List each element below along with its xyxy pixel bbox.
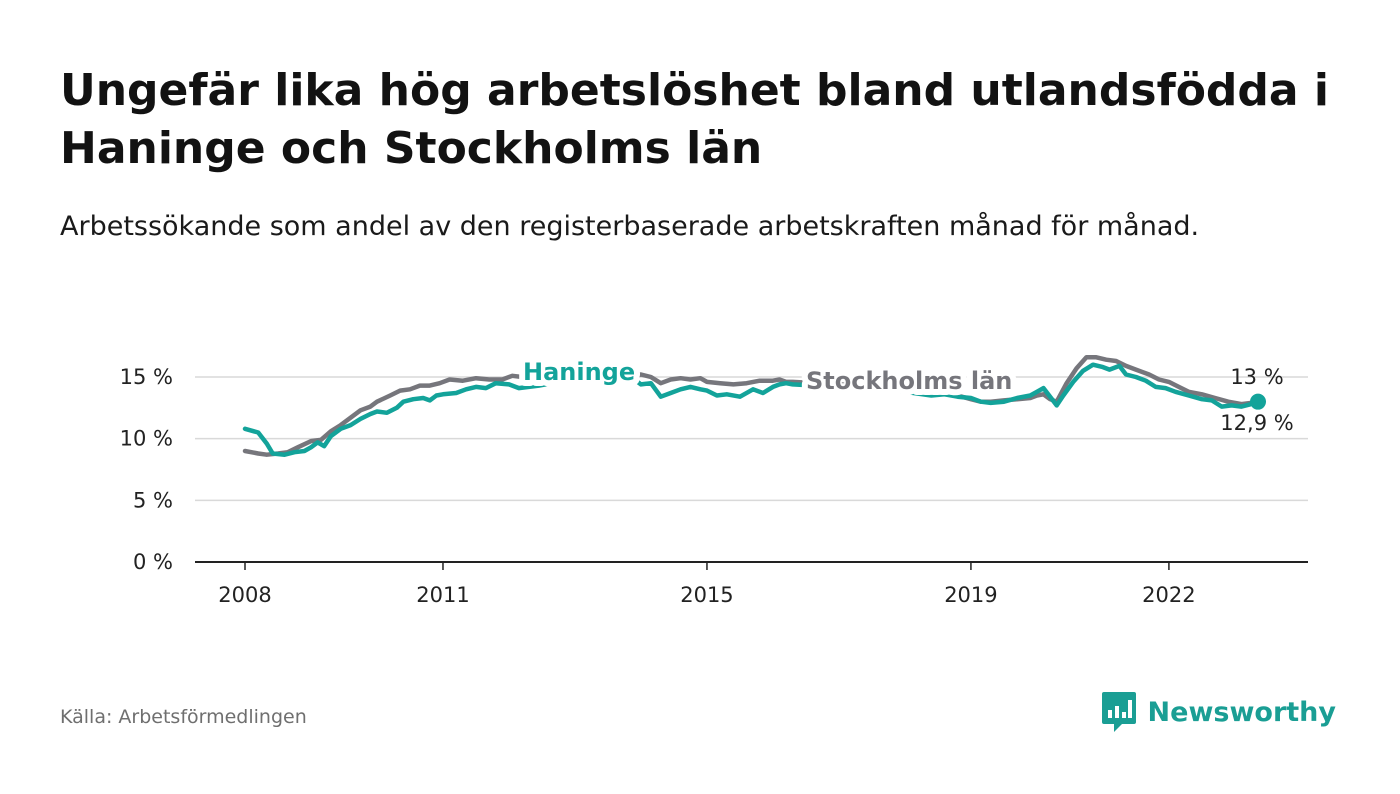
x-tick-label: 2019 — [944, 583, 997, 607]
grid-lines — [195, 376, 1308, 563]
x-tick-label: 2022 — [1142, 583, 1195, 607]
line-chart: 2008 2011 2015 2019 2022 0 % 5 % 10 % 15 % Hanin… — [120, 352, 1308, 607]
chart-subtitle: Arbetssökande som andel av den registerb… — [60, 211, 1200, 242]
x-tick-label: 2008 — [218, 583, 271, 607]
x-tick-label: 2015 — [680, 583, 733, 607]
end-label-stockholm: 12,9 % — [1220, 411, 1293, 435]
series-line-haninge — [242, 362, 1261, 457]
brand-name: Newsworthy — [1147, 696, 1336, 728]
x-tick-label: 2011 — [416, 583, 469, 607]
chart-labels: 0 % 5 % 10 % 15 % Haninge Stockholms län 13 % 1… — [120, 352, 1294, 574]
newsworthy-logo-icon — [1101, 692, 1136, 732]
x-axis: 2008 2011 2015 2019 2022 — [218, 562, 1196, 607]
brand-logo[interactable]: Newsworthy — [1100, 690, 1336, 734]
source-note: Källa: Arbetsförmedlingen — [60, 706, 307, 728]
series-label-haninge: Haninge — [523, 358, 635, 386]
series-label-stockholm: Stockholms län — [806, 367, 1012, 395]
y-tick-label: 15 % — [120, 365, 173, 389]
chart-title: Ungefär lika hög arbetslöshet bland utla… — [60, 65, 1330, 174]
series-lines — [242, 355, 1261, 457]
haninge-end-point — [1250, 393, 1266, 410]
series-line-stockholm — [242, 355, 1261, 457]
end-label-haninge: 13 % — [1230, 365, 1283, 389]
y-tick-label: 5 % — [133, 488, 173, 512]
y-tick-label: 0 % — [133, 550, 173, 574]
y-tick-label: 10 % — [120, 427, 173, 451]
